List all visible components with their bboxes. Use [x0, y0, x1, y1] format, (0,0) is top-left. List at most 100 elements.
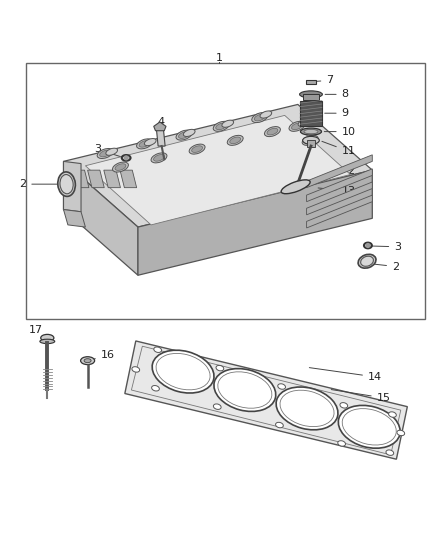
- Polygon shape: [104, 170, 120, 188]
- Ellipse shape: [213, 122, 229, 131]
- Ellipse shape: [360, 256, 374, 266]
- Bar: [300, 101, 322, 126]
- Ellipse shape: [302, 135, 318, 146]
- Ellipse shape: [115, 164, 126, 171]
- Text: 9: 9: [325, 108, 349, 118]
- Ellipse shape: [280, 390, 334, 426]
- Polygon shape: [72, 170, 89, 188]
- Ellipse shape: [214, 369, 276, 411]
- Ellipse shape: [137, 139, 152, 149]
- Ellipse shape: [100, 150, 110, 157]
- Bar: [303, 94, 319, 101]
- Circle shape: [365, 243, 371, 248]
- Ellipse shape: [216, 123, 226, 130]
- Ellipse shape: [338, 406, 400, 448]
- Bar: [306, 80, 316, 84]
- Bar: [26, 63, 425, 319]
- Ellipse shape: [358, 254, 376, 268]
- Text: 7: 7: [308, 75, 333, 85]
- Polygon shape: [138, 170, 372, 275]
- Ellipse shape: [389, 412, 396, 417]
- Ellipse shape: [276, 422, 283, 428]
- Ellipse shape: [300, 128, 321, 135]
- Text: 16: 16: [90, 350, 115, 360]
- Ellipse shape: [265, 127, 280, 136]
- Text: 3: 3: [94, 144, 123, 157]
- Ellipse shape: [156, 353, 210, 390]
- Circle shape: [124, 155, 129, 160]
- Text: 15: 15: [331, 390, 391, 403]
- Ellipse shape: [397, 430, 405, 435]
- Polygon shape: [156, 128, 165, 146]
- Ellipse shape: [139, 141, 150, 147]
- Ellipse shape: [289, 122, 305, 131]
- Ellipse shape: [106, 148, 117, 155]
- Ellipse shape: [151, 153, 167, 163]
- Ellipse shape: [192, 146, 202, 152]
- Ellipse shape: [342, 409, 396, 445]
- Ellipse shape: [152, 385, 159, 391]
- Polygon shape: [120, 170, 137, 188]
- Ellipse shape: [340, 402, 348, 408]
- Polygon shape: [307, 169, 372, 201]
- Ellipse shape: [267, 128, 278, 135]
- Text: 12: 12: [317, 166, 356, 176]
- Ellipse shape: [152, 350, 214, 393]
- Ellipse shape: [97, 149, 113, 158]
- Ellipse shape: [338, 441, 346, 446]
- Ellipse shape: [386, 450, 394, 455]
- Ellipse shape: [189, 144, 205, 154]
- Ellipse shape: [213, 404, 221, 409]
- Ellipse shape: [252, 112, 268, 123]
- Ellipse shape: [230, 137, 240, 144]
- Text: 13: 13: [318, 186, 356, 196]
- Ellipse shape: [278, 384, 286, 389]
- Text: 17: 17: [28, 325, 47, 338]
- Polygon shape: [307, 195, 372, 228]
- Ellipse shape: [303, 136, 319, 144]
- Text: 11: 11: [322, 141, 356, 156]
- Polygon shape: [85, 115, 350, 225]
- Text: 5: 5: [207, 171, 215, 184]
- Ellipse shape: [184, 130, 195, 136]
- Polygon shape: [64, 161, 138, 275]
- Text: 2: 2: [366, 262, 399, 271]
- Polygon shape: [307, 155, 372, 188]
- Ellipse shape: [40, 339, 55, 344]
- Ellipse shape: [281, 180, 310, 193]
- Ellipse shape: [154, 347, 162, 352]
- Polygon shape: [64, 104, 372, 227]
- Ellipse shape: [60, 174, 73, 194]
- Ellipse shape: [84, 359, 91, 362]
- Ellipse shape: [227, 135, 243, 146]
- Ellipse shape: [300, 91, 322, 98]
- Text: 4: 4: [158, 117, 165, 135]
- Ellipse shape: [176, 130, 192, 140]
- Ellipse shape: [179, 132, 189, 139]
- Ellipse shape: [216, 366, 224, 371]
- Text: 8: 8: [325, 90, 349, 99]
- Ellipse shape: [222, 120, 233, 127]
- Ellipse shape: [154, 155, 164, 161]
- Polygon shape: [154, 122, 166, 131]
- Ellipse shape: [113, 162, 128, 172]
- Ellipse shape: [58, 172, 75, 196]
- Text: 6: 6: [252, 187, 265, 198]
- Ellipse shape: [276, 387, 338, 430]
- Text: 2: 2: [19, 179, 59, 189]
- Polygon shape: [307, 182, 372, 215]
- Ellipse shape: [305, 137, 315, 144]
- Polygon shape: [64, 161, 81, 212]
- Ellipse shape: [145, 139, 156, 146]
- Ellipse shape: [81, 357, 95, 365]
- Text: 10: 10: [324, 127, 356, 136]
- Ellipse shape: [304, 130, 318, 134]
- Text: 3: 3: [371, 242, 401, 252]
- Ellipse shape: [292, 123, 302, 130]
- Ellipse shape: [218, 372, 272, 408]
- Ellipse shape: [298, 119, 310, 126]
- Ellipse shape: [260, 111, 272, 118]
- Polygon shape: [125, 341, 407, 459]
- Polygon shape: [88, 170, 104, 188]
- Text: 14: 14: [309, 368, 382, 382]
